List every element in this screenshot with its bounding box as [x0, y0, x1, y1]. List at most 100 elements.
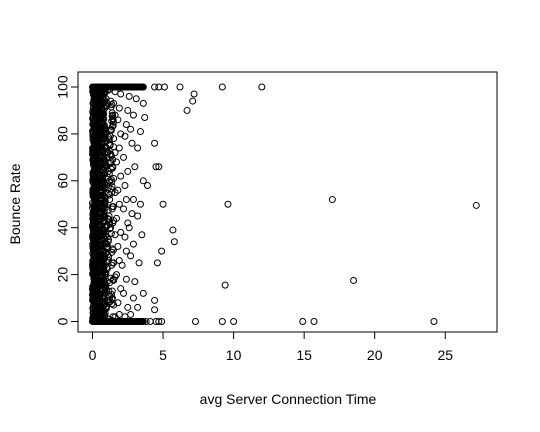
- data-point: [430, 318, 438, 325]
- data-point: [139, 177, 147, 185]
- y-tick-label: 60: [55, 173, 71, 189]
- data-point: [125, 83, 133, 91]
- data-point: [127, 125, 135, 133]
- x-axis-label: avg Server Connection Time: [200, 391, 377, 407]
- data-point: [110, 135, 118, 143]
- data-point: [108, 163, 116, 171]
- data-point: [117, 228, 125, 236]
- data-point: [111, 273, 119, 281]
- data-point: [183, 106, 191, 114]
- data-point: [108, 203, 116, 211]
- y-tick-label: 20: [55, 267, 71, 283]
- data-point: [155, 318, 163, 325]
- data-point: [121, 313, 129, 321]
- data-point: [350, 276, 358, 284]
- data-point: [127, 310, 135, 318]
- y-axis-label: Bounce Rate: [7, 163, 23, 244]
- data-point: [138, 83, 146, 91]
- data-point: [91, 83, 99, 91]
- data-point: [111, 231, 119, 239]
- y-tick-label: 0: [55, 317, 71, 325]
- data-point: [221, 281, 229, 289]
- data-point: [104, 318, 112, 325]
- data-point: [138, 231, 146, 239]
- data-point: [218, 83, 226, 91]
- data-point: [109, 246, 117, 254]
- data-point: [124, 303, 132, 311]
- data-point: [110, 259, 118, 267]
- data-point: [122, 247, 130, 255]
- data-point: [96, 318, 104, 325]
- data-point: [117, 90, 125, 98]
- data-point: [117, 285, 125, 293]
- data-point: [131, 163, 139, 171]
- data-point: [141, 113, 149, 121]
- data-point: [124, 106, 132, 114]
- data-point: [151, 306, 159, 314]
- data-point: [155, 163, 163, 171]
- data-points: [89, 83, 480, 325]
- data-point: [115, 144, 123, 152]
- data-point: [110, 99, 118, 107]
- x-tick-label: 10: [226, 347, 242, 363]
- data-point: [129, 196, 137, 204]
- y-axis: 0 20 40 60 80 100: [55, 75, 79, 325]
- data-point: [138, 318, 146, 325]
- data-point: [159, 200, 167, 208]
- data-point: [124, 219, 132, 227]
- data-point: [108, 101, 116, 109]
- data-point: [110, 301, 118, 309]
- data-point: [136, 128, 144, 136]
- data-point: [129, 111, 137, 119]
- data-point: [158, 247, 166, 255]
- data-point: [127, 252, 135, 260]
- data-point: [96, 83, 104, 91]
- data-point: [115, 200, 123, 208]
- x-tick-label: 15: [296, 347, 312, 363]
- data-point: [218, 318, 226, 325]
- data-point: [91, 318, 99, 325]
- data-point: [139, 99, 147, 107]
- data-point: [120, 205, 128, 213]
- data-point: [111, 189, 119, 197]
- data-point: [190, 90, 198, 98]
- data-point: [153, 259, 161, 267]
- data-point: [109, 156, 117, 164]
- data-point: [189, 97, 197, 105]
- x-tick-label: 25: [437, 347, 453, 363]
- data-point: [121, 318, 129, 325]
- x-axis: 0 5 10 15 20 25: [89, 331, 453, 363]
- data-point: [111, 149, 119, 157]
- data-point: [160, 83, 168, 91]
- data-point: [120, 153, 128, 161]
- data-point: [117, 172, 125, 180]
- data-point: [142, 318, 150, 325]
- data-point: [122, 196, 130, 204]
- data-point: [129, 294, 137, 302]
- data-point: [100, 83, 108, 91]
- x-tick-label: 20: [367, 347, 383, 363]
- data-point: [110, 217, 118, 225]
- data-point: [117, 130, 125, 138]
- data-point: [108, 183, 116, 191]
- data-point: [132, 95, 140, 103]
- data-point: [128, 210, 136, 218]
- data-point: [152, 163, 160, 171]
- data-point: [112, 158, 120, 166]
- data-point: [104, 238, 112, 246]
- data-point: [111, 111, 119, 119]
- data-point: [134, 318, 142, 325]
- data-point: [151, 139, 159, 147]
- data-point: [230, 318, 238, 325]
- data-point: [121, 83, 129, 91]
- x-tick-label: 5: [159, 347, 167, 363]
- data-point: [125, 318, 133, 325]
- data-point: [117, 83, 125, 91]
- data-point: [108, 123, 116, 131]
- data-point: [100, 318, 108, 325]
- data-point: [125, 92, 133, 100]
- data-point: [122, 275, 130, 283]
- data-point: [131, 278, 139, 286]
